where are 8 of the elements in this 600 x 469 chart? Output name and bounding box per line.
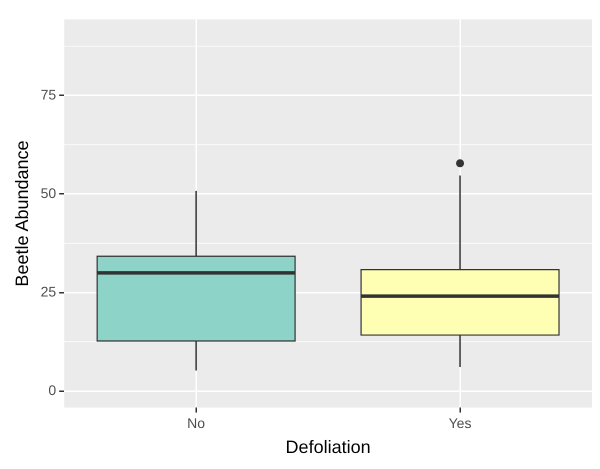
- x-tick-label: No: [187, 414, 206, 431]
- y-axis-title: Beetle Abundance: [12, 140, 32, 287]
- x-axis-title: Defoliation: [286, 437, 371, 458]
- y-tick-label: 50: [40, 184, 56, 201]
- y-tick-label: 75: [40, 86, 56, 102]
- y-tick-label: 25: [40, 283, 56, 300]
- y-tick-label: 0: [48, 382, 56, 398]
- x-tick-label: Yes: [448, 414, 472, 431]
